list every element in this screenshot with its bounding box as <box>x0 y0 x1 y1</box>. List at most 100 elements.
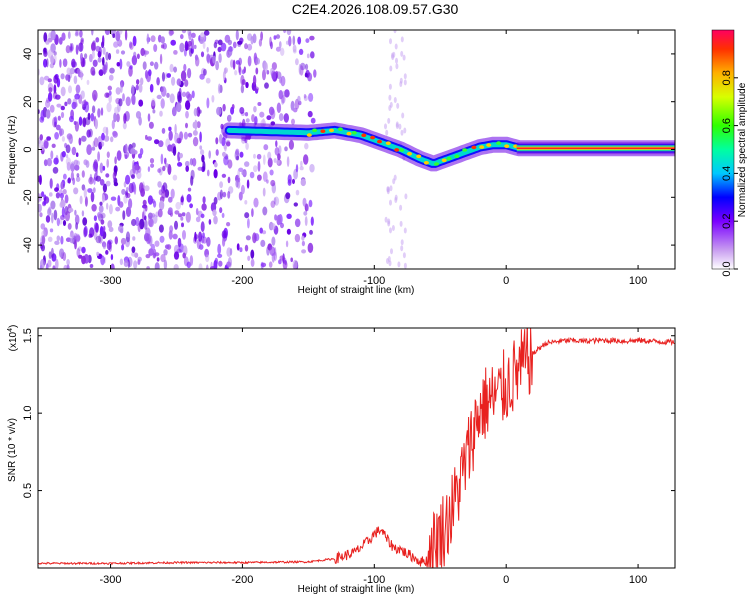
spectrogram-artefact-blob <box>397 261 401 268</box>
spectrogram-noise-blob <box>172 106 177 116</box>
spectrogram-noise-blob <box>245 235 251 241</box>
colorbar-tick-label: 0.2 <box>721 214 733 229</box>
spectrogram-noise-blob <box>173 264 179 269</box>
spectrogram-noise-blob <box>90 112 95 122</box>
signal-peak <box>504 144 510 148</box>
spectrogram-noise-blob <box>82 217 88 226</box>
spectrogram-noise-blob <box>189 255 194 266</box>
spectrogram-noise-blob <box>78 116 83 126</box>
spectrogram-noise-blob <box>175 201 181 210</box>
spectrogram-noise-blob <box>86 79 90 85</box>
spectrogram-noise-blob <box>64 101 68 107</box>
spectrogram-noise-blob <box>115 49 120 54</box>
spectrogram-noise-blob <box>200 213 205 219</box>
spectrogram-artefact-blob <box>394 194 398 201</box>
spectrogram-noise-blob <box>236 243 240 251</box>
spectrogram-noise-blob <box>300 160 303 168</box>
spectrogram-noise-blob <box>188 47 193 57</box>
spectrogram-noise-blob <box>99 179 105 186</box>
spectrogram-noise-blob <box>95 37 100 43</box>
spectrogram-noise-blob <box>75 30 79 36</box>
spectrogram-noise-blob <box>59 59 62 68</box>
spectrogram-noise-blob <box>203 68 207 76</box>
spectrogram-noise-blob <box>297 36 302 45</box>
spectrogram-noise-blob <box>263 144 269 151</box>
spectrogram-noise-blob <box>60 235 64 245</box>
spectrogram-noise-blob <box>49 228 54 233</box>
signal-peak <box>407 152 412 156</box>
spectrogram-noise-blob <box>166 92 170 98</box>
spectrogram-noise-blob <box>91 146 96 151</box>
spectrogram-noise-blob <box>105 180 111 187</box>
spectrogram-noise-blob <box>171 76 176 86</box>
spectrogram-noise-blob <box>201 154 205 163</box>
spectrogram-noise-blob <box>74 214 80 225</box>
spectrogram-noise-blob <box>195 216 201 223</box>
y-tick-label: 40 <box>22 48 34 60</box>
spectrogram-noise-blob <box>94 118 99 130</box>
spectrogram-noise-blob <box>224 144 227 152</box>
spectrogram-noise-blob <box>260 31 263 41</box>
spectrogram-noise-blob <box>132 164 136 174</box>
spectrogram-noise-blob <box>222 151 226 157</box>
spectrogram-noise-blob <box>181 91 187 98</box>
spectrogram-noise-blob <box>74 239 77 250</box>
spectrogram-noise-blob <box>273 35 277 40</box>
spectrogram-noise-blob <box>152 214 158 224</box>
spectrogram-noise-blob <box>95 222 99 233</box>
signal-peak <box>399 148 405 152</box>
spectrogram-noise-blob <box>283 30 287 34</box>
spectrogram-noise-blob <box>124 111 130 122</box>
spectrogram-noise-blob <box>137 259 141 265</box>
spectrogram-noise-blob <box>160 36 165 44</box>
spectrogram-noise-blob <box>285 40 290 45</box>
signal-peak <box>370 135 376 140</box>
spectrogram-noise-blob <box>309 35 315 41</box>
spectrogram-noise-blob <box>65 144 71 154</box>
x-tick-label: -200 <box>231 275 253 287</box>
spectrogram-noise-blob <box>145 254 151 259</box>
spectrogram-noise-blob <box>154 61 159 70</box>
spectrogram-noise-blob <box>81 135 86 142</box>
spectrogram-artefact-blob <box>399 81 403 87</box>
spectrogram-noise-blob <box>236 155 240 161</box>
spectrogram-noise-blob <box>286 156 290 168</box>
spectrogram-artefact-blob <box>389 199 392 206</box>
spectrogram-noise-blob <box>41 230 46 237</box>
spectrogram-noise-blob <box>203 30 210 36</box>
x-tick-label: -300 <box>100 275 122 287</box>
colorbar-gradient <box>711 29 735 270</box>
spectrogram-noise-blob <box>115 87 121 95</box>
signal-peak <box>346 131 352 136</box>
spectrogram-noise-blob <box>196 121 201 129</box>
spectrogram-noise-blob <box>182 230 186 240</box>
spectrogram-noise-blob <box>64 211 70 222</box>
signal-peak <box>361 133 367 138</box>
spectrogram-noise-blob <box>67 98 72 105</box>
spectrogram-noise-blob <box>279 41 282 49</box>
spectrogram-noise-blob <box>275 140 278 148</box>
spectrogram-noise-blob <box>135 84 139 91</box>
y-tick-label: 0.5 <box>22 483 34 498</box>
spectrogram-noise-blob <box>187 93 193 102</box>
spectrogram-noise-blob <box>174 132 180 144</box>
spectrogram-noise-blob <box>124 154 128 159</box>
spectrogram-noise-blob <box>115 30 121 42</box>
spectrogram-artefact-blob <box>390 248 393 255</box>
spectrogram-noise-blob <box>151 98 156 107</box>
spectrogram-noise-blob <box>46 58 49 68</box>
spectrogram-noise-blob <box>131 251 137 257</box>
spectrogram-noise-blob <box>73 75 78 85</box>
spectrogram-noise-blob <box>178 243 184 253</box>
x-tick-label: -100 <box>363 574 385 586</box>
spectrogram-noise-blob <box>83 187 87 199</box>
spectrogram-noise-blob <box>206 54 211 64</box>
spectrogram-noise-blob <box>286 213 292 219</box>
spectrogram-noise-blob <box>100 141 105 147</box>
spectrogram-noise-blob <box>110 196 117 201</box>
spectrogram-noise-blob <box>48 87 53 93</box>
spectrogram-noise-blob <box>200 51 205 58</box>
spectrogram-noise-blob <box>275 46 281 52</box>
spectrogram-noise-blob <box>257 102 262 106</box>
spectrogram-noise-blob <box>224 34 231 43</box>
